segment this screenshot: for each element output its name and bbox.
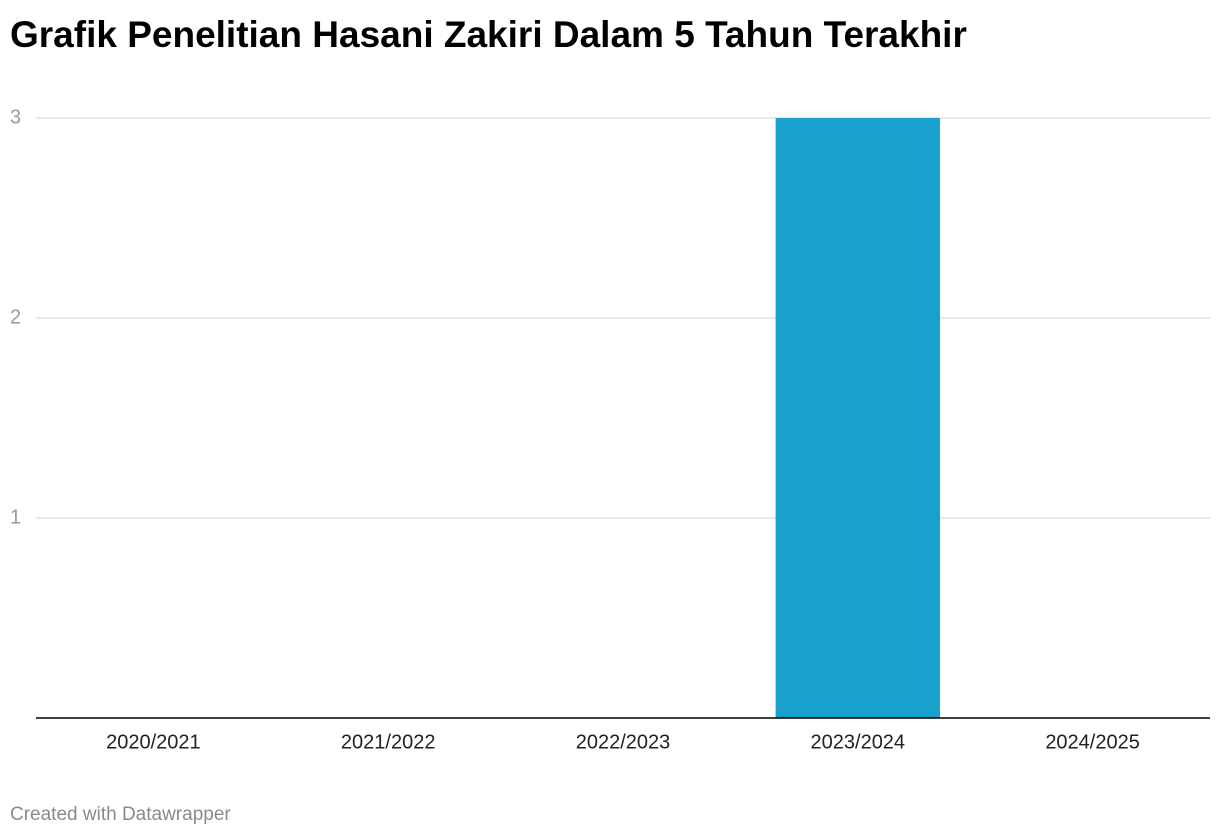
y-tick-label: 1 [10,506,21,528]
x-tick-label: 2021/2022 [341,731,436,753]
x-tick-label: 2024/2025 [1045,731,1140,753]
x-tick-label: 2023/2024 [811,731,906,753]
y-tick-label: 2 [10,306,21,328]
y-tick-label: 3 [10,106,21,128]
x-tick-label: 2020/2021 [106,731,201,753]
chart-title: Grafik Penelitian Hasani Zakiri Dalam 5 … [10,14,967,55]
bar [775,118,940,718]
x-tick-label: 2022/2023 [576,731,671,753]
credit: Created with Datawrapper [10,804,231,825]
